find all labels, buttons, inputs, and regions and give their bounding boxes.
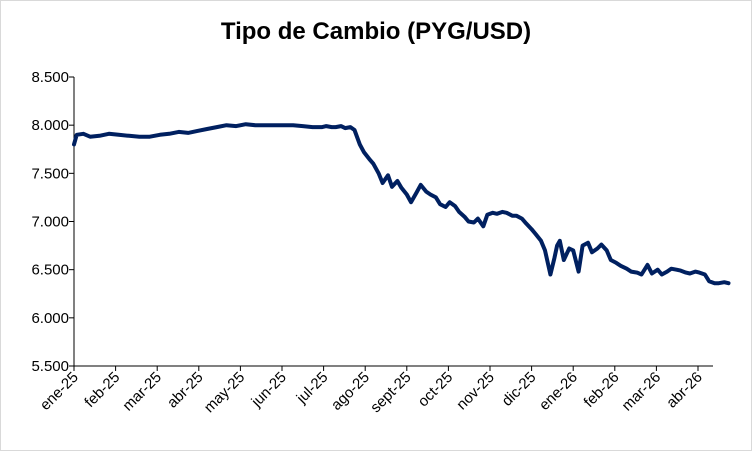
x-tick-label: may-25 (201, 369, 248, 416)
x-tick-label: feb-25 (81, 369, 123, 411)
x-tick-label: jul-25 (293, 369, 332, 408)
y-tick-label: 6.000 (31, 310, 69, 327)
y-tick-label: 7.500 (31, 165, 69, 182)
y-tick-label: 7.000 (31, 214, 69, 231)
y-tick-label: 8.000 (31, 117, 69, 134)
x-tick-label: ago-25 (328, 369, 373, 414)
x-tick-label: oct-25 (415, 369, 457, 411)
x-tick-label: nov-25 (453, 369, 497, 413)
series-line-0 (72, 122, 731, 286)
x-tick-label: ene-26 (536, 369, 581, 414)
x-tick-label: jun-25 (248, 369, 290, 411)
x-tick-label: ene-25 (37, 369, 82, 414)
x-tick-label: abr-25 (164, 369, 207, 412)
x-tick-label: dic-25 (499, 369, 540, 410)
chart-title: Tipo de Cambio (PYG/USD) (220, 18, 532, 45)
y-tick-label: 6.500 (31, 262, 69, 279)
x-tick-label: feb-26 (581, 369, 623, 411)
x-tick-label: mar-25 (119, 369, 165, 415)
y-tick-label: 5.500 (31, 358, 69, 375)
y-tick-label: 8.500 (31, 69, 69, 86)
x-tick-label: abr-26 (663, 369, 706, 412)
x-tick-label: mar-26 (619, 369, 665, 415)
plot-area (72, 122, 731, 286)
y-axis: 5.500 6.000 6.500 7.000 7.500 8.000 8.500 (31, 69, 75, 375)
x-tick-label: sept-25 (367, 369, 414, 416)
